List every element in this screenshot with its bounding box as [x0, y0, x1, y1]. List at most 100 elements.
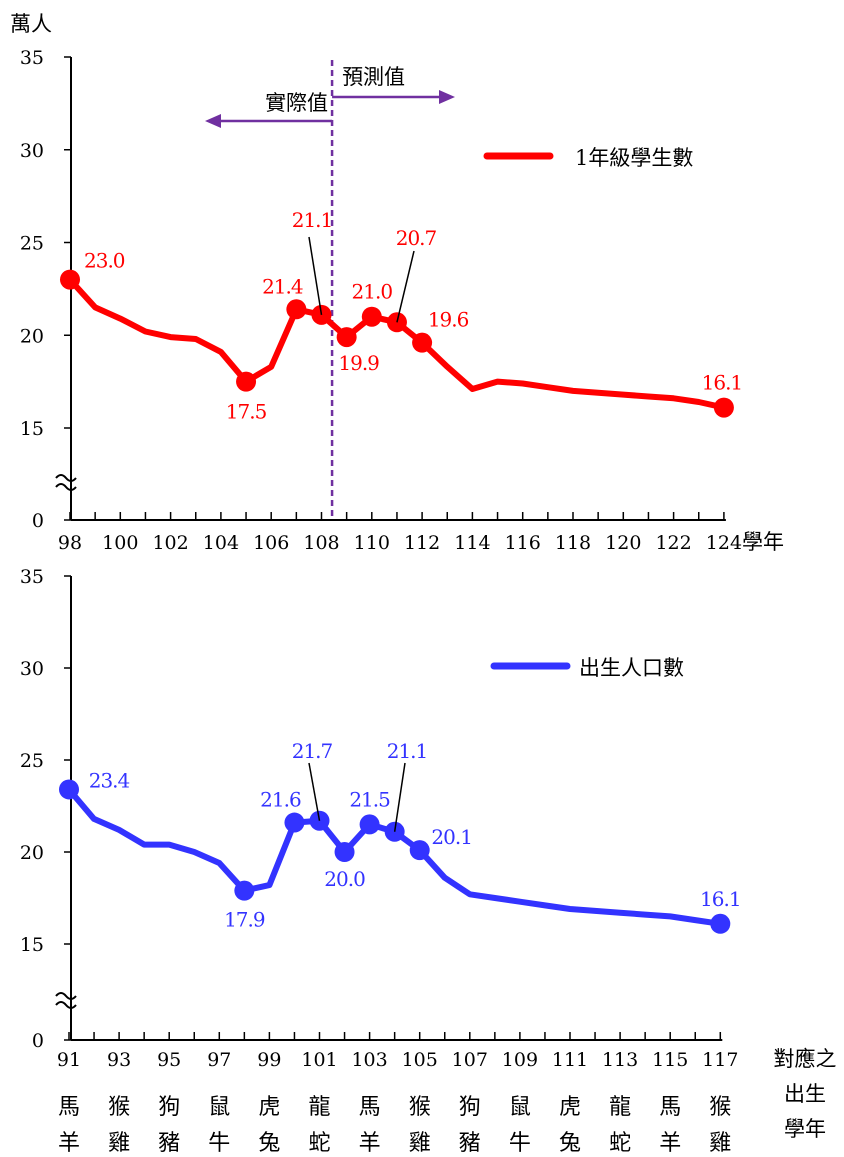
x-tick-label: 113 — [602, 1049, 638, 1071]
x-tick-zodiac-label: 兔 — [559, 1131, 581, 1156]
x-tick-label: 98 — [58, 532, 82, 554]
x-tick-label: 109 — [502, 1049, 538, 1071]
x-tick-zodiac-label: 豬 — [459, 1131, 481, 1156]
data-point-marker — [334, 842, 355, 862]
x-tick-zodiac-label: 鼠 — [208, 1095, 230, 1120]
x-tick-zodiac-label: 雞 — [409, 1131, 431, 1156]
data-label: 17.5 — [226, 400, 267, 424]
y-tick-label: 0 — [32, 510, 44, 532]
data-label: 20.1 — [431, 825, 472, 849]
data-label: 21.7 — [292, 739, 333, 763]
data-label: 23.4 — [89, 768, 130, 792]
data-label-leader — [396, 250, 415, 323]
axis-break-mark — [55, 483, 77, 491]
data-label: 21.4 — [262, 274, 303, 298]
x-tick-label: 100 — [102, 532, 138, 554]
x-tick-zodiac-label: 牛 — [509, 1131, 531, 1156]
x-tick-label: 104 — [203, 532, 239, 554]
data-label: 23.0 — [84, 249, 125, 273]
data-label: 17.9 — [224, 908, 265, 932]
data-label: 19.6 — [428, 308, 469, 332]
y-tick-label: 35 — [20, 47, 44, 69]
y-tick-label: 25 — [20, 233, 44, 255]
x-tick-zodiac-label: 狗 — [459, 1095, 481, 1120]
data-label: 21.0 — [352, 280, 393, 304]
x-tick-label: 124 — [706, 532, 742, 554]
data-label: 20.7 — [396, 226, 437, 250]
series-line — [67, 276, 727, 411]
actual-value-label: 實際值 — [265, 91, 328, 115]
data-label-leader — [393, 762, 406, 832]
y-tick-label: 15 — [20, 934, 44, 956]
x-axis-label-line: 對應之 — [774, 1047, 837, 1071]
y-tick-label: 20 — [20, 325, 44, 347]
y-tick-label: 35 — [20, 566, 44, 588]
y-tick-label: 25 — [20, 750, 44, 772]
x-tick-zodiac-label: 兔 — [258, 1131, 280, 1156]
x-tick-label: 103 — [351, 1049, 387, 1071]
x-tick-label: 93 — [107, 1049, 131, 1071]
data-point-marker — [361, 306, 382, 327]
x-tick-label: 108 — [303, 532, 339, 554]
x-tick-zodiac-label: 羊 — [359, 1131, 381, 1156]
data-label: 20.0 — [324, 867, 365, 891]
data-point-marker — [60, 269, 80, 290]
x-tick-label: 120 — [605, 532, 641, 554]
x-tick-zodiac-label: 雞 — [108, 1131, 130, 1156]
data-point-marker — [713, 397, 734, 418]
x-tick-zodiac-label: 羊 — [58, 1131, 80, 1156]
x-tick-label: 110 — [354, 532, 390, 554]
data-point-marker — [336, 327, 357, 348]
data-label-leader — [308, 236, 323, 315]
axis-break-mark — [55, 992, 77, 1000]
x-tick-zodiac-label: 蛇 — [609, 1131, 631, 1156]
x-tick-zodiac-label: 猴 — [409, 1095, 431, 1120]
x-tick-zodiac-label: 牛 — [208, 1131, 230, 1156]
data-label: 16.1 — [700, 887, 741, 911]
x-tick-zodiac-label: 狗 — [158, 1095, 180, 1120]
x-tick-zodiac-label: 虎 — [258, 1095, 280, 1120]
data-point-marker — [236, 371, 257, 392]
x-tick-zodiac-label: 雞 — [709, 1131, 731, 1156]
x-tick-label: 102 — [152, 532, 188, 554]
actual-arrow-head — [205, 114, 221, 128]
data-point-marker — [284, 812, 305, 833]
data-label: 21.1 — [292, 208, 333, 232]
x-tick-label: 116 — [505, 532, 541, 554]
x-tick-zodiac-label: 虎 — [559, 1095, 581, 1120]
data-label-leader — [308, 762, 321, 821]
y-tick-label: 20 — [20, 842, 44, 864]
x-tick-label: 111 — [552, 1049, 588, 1071]
x-axis-label: 學年 — [742, 530, 784, 554]
x-tick-zodiac-label: 馬 — [659, 1095, 681, 1120]
axis-break-mark — [55, 474, 77, 482]
data-label: 21.5 — [349, 787, 390, 811]
x-tick-zodiac-label: 龍 — [308, 1095, 330, 1120]
data-point-marker — [286, 299, 307, 320]
x-tick-zodiac-label: 猴 — [108, 1095, 130, 1120]
x-tick-zodiac-label: 猴 — [709, 1095, 731, 1120]
x-tick-zodiac-label: 龍 — [609, 1095, 631, 1120]
x-axis-label-line: 學年 — [784, 1117, 826, 1141]
x-tick-label: 118 — [555, 532, 591, 554]
x-tick-zodiac-label: 馬 — [359, 1095, 381, 1120]
x-tick-label: 99 — [257, 1049, 281, 1071]
data-label: 21.1 — [387, 739, 428, 763]
data-point-marker — [359, 814, 380, 835]
x-tick-label: 101 — [301, 1049, 337, 1071]
data-label: 19.9 — [338, 351, 379, 375]
legend-label: 1年級學生數 — [575, 146, 693, 170]
x-tick-label: 95 — [157, 1049, 181, 1071]
forecast-value-label: 預測值 — [342, 65, 405, 89]
x-tick-label: 91 — [57, 1049, 81, 1071]
y-unit-label: 萬人 — [10, 12, 52, 36]
x-tick-label: 122 — [655, 532, 691, 554]
x-tick-zodiac-label: 鼠 — [509, 1095, 531, 1120]
x-tick-zodiac-label: 馬 — [58, 1095, 80, 1120]
legend-label: 出生人口數 — [579, 656, 684, 680]
data-point-marker — [59, 779, 79, 800]
forecast-arrow-head — [439, 90, 455, 104]
data-point-marker — [234, 880, 255, 901]
series-line — [66, 786, 724, 927]
